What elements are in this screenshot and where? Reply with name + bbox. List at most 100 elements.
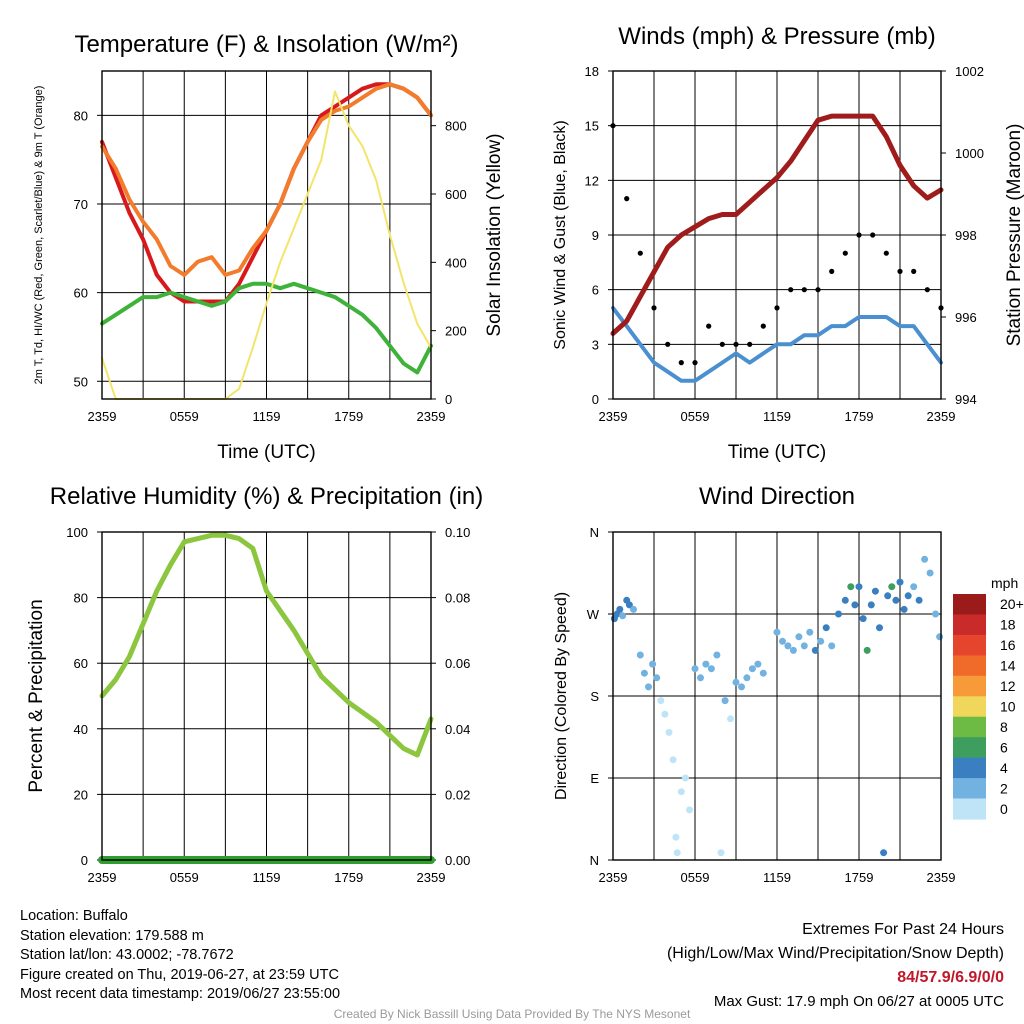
direction-point bbox=[806, 628, 814, 636]
colorbar-swatch bbox=[953, 594, 986, 616]
colorbar-label: 20+ bbox=[1000, 596, 1024, 612]
max-gust-label: Max Gust: 17.9 mph On 06/27 at 0005 UTC bbox=[713, 993, 1004, 1010]
y-tick-label: N bbox=[590, 853, 599, 868]
colorbar-label: 2 bbox=[1000, 780, 1008, 796]
y-tick-label: 100 bbox=[66, 525, 88, 540]
x-tick-label: 2359 bbox=[417, 409, 446, 424]
y-axis-label-left: 2m T, Td, HI/WC (Red, Green, Scarlet/Blu… bbox=[33, 86, 45, 385]
gust-point bbox=[733, 341, 739, 347]
elevation-label: Station elevation: 179.588 m bbox=[20, 927, 204, 944]
gust-point bbox=[706, 323, 712, 329]
direction-point bbox=[653, 674, 661, 682]
direction-point bbox=[841, 596, 849, 604]
direction-point bbox=[661, 710, 669, 718]
colorbar-label: 6 bbox=[1000, 739, 1008, 755]
direction-point bbox=[910, 583, 918, 591]
series-line-td bbox=[100, 281, 433, 375]
colorbar-swatch bbox=[953, 655, 986, 677]
direction-point bbox=[867, 601, 875, 609]
y2-tick-label: 0.02 bbox=[445, 787, 470, 802]
y-tick-label: 6 bbox=[592, 283, 599, 298]
x-tick-label: 1159 bbox=[763, 870, 791, 885]
location-label: Location: Buffalo bbox=[20, 908, 128, 924]
direction-point bbox=[789, 646, 797, 654]
gust-point bbox=[692, 360, 698, 366]
x-tick-label: 0559 bbox=[681, 409, 710, 424]
recent-data-label: Most recent data timestamp: 2019/06/27 2… bbox=[20, 986, 341, 1003]
panel-title: Winds (mph) & Pressure (mb) bbox=[618, 23, 935, 50]
gust-point bbox=[842, 250, 848, 256]
x-tick-label: 0559 bbox=[170, 870, 199, 885]
y-axis-label-left: Direction (Colored By Speed) bbox=[553, 592, 570, 800]
y-tick-label: E bbox=[590, 771, 599, 786]
direction-point bbox=[828, 642, 836, 650]
direction-point bbox=[717, 849, 725, 857]
colorbar-swatch bbox=[953, 614, 986, 636]
colorbar-label: 16 bbox=[1000, 637, 1016, 653]
x-tick-label: 1759 bbox=[334, 870, 363, 885]
y2-tick-label: 0.08 bbox=[445, 591, 470, 606]
gust-point bbox=[678, 360, 684, 366]
x-tick-label: 0559 bbox=[681, 870, 710, 885]
direction-point bbox=[630, 605, 637, 613]
direction-point bbox=[748, 665, 756, 673]
direction-point bbox=[871, 587, 879, 595]
y2-tick-label: 1000 bbox=[955, 146, 984, 161]
y-tick-label: 15 bbox=[585, 119, 599, 134]
y2-tick-label: 994 bbox=[955, 392, 977, 407]
direction-point bbox=[697, 674, 704, 682]
series-line-station-pressure bbox=[610, 113, 944, 336]
extremes-values: 84/57.9/6.9/0/0 bbox=[897, 969, 1004, 986]
direction-point bbox=[835, 610, 842, 618]
direction-point bbox=[915, 596, 923, 604]
y-tick-label: N bbox=[590, 525, 599, 540]
direction-point bbox=[754, 660, 762, 668]
gust-point bbox=[651, 305, 657, 311]
colorbar-label: 18 bbox=[1000, 617, 1016, 633]
x-tick-label: 2359 bbox=[927, 870, 956, 885]
y-tick-label: S bbox=[590, 689, 599, 704]
x-tick-label: 1759 bbox=[845, 870, 874, 885]
humidity-precipitation-panel: Relative Humidity (%) & Precipitation (i… bbox=[26, 483, 483, 885]
y-tick-label: 50 bbox=[74, 374, 88, 389]
direction-point bbox=[673, 849, 681, 857]
direction-point bbox=[884, 592, 892, 600]
y-tick-label: 80 bbox=[74, 108, 88, 123]
direction-point bbox=[904, 592, 912, 600]
gust-point bbox=[719, 341, 725, 347]
direction-point bbox=[649, 660, 657, 668]
direction-point bbox=[926, 569, 934, 577]
direction-point bbox=[779, 637, 786, 645]
y-tick-label: 60 bbox=[74, 286, 88, 301]
x-axis-label: Time (UTC) bbox=[728, 442, 827, 463]
plot-border bbox=[101, 531, 432, 861]
direction-point bbox=[784, 642, 792, 650]
direction-point bbox=[657, 697, 665, 705]
y2-tick-label: 998 bbox=[955, 228, 977, 243]
x-tick-label: 1159 bbox=[763, 409, 791, 424]
direction-point bbox=[686, 806, 693, 814]
direction-point bbox=[625, 601, 633, 609]
plot-border bbox=[612, 70, 942, 400]
y2-tick-label: 0.06 bbox=[445, 656, 470, 671]
direction-point bbox=[876, 624, 883, 632]
direction-point bbox=[936, 633, 944, 641]
y2-tick-label: 1002 bbox=[955, 64, 984, 79]
x-tick-label: 0559 bbox=[170, 409, 199, 424]
y-axis-label-left: Sonic Wind & Gust (Blue, Black) bbox=[552, 120, 569, 349]
gust-point bbox=[747, 341, 753, 347]
gust-point bbox=[870, 232, 876, 238]
colorbar-label: 0 bbox=[1000, 801, 1008, 817]
direction-point bbox=[616, 605, 624, 613]
direction-point bbox=[896, 578, 904, 586]
extremes-title: Extremes For Past 24 Hours bbox=[802, 921, 1004, 938]
colorbar-swatch bbox=[953, 675, 986, 697]
y-axis-label-right: Station Pressure (Maroon) bbox=[1004, 124, 1024, 347]
colorbar-label: 8 bbox=[1000, 719, 1008, 735]
gust-point bbox=[788, 287, 794, 293]
series-line-9m-t bbox=[100, 82, 433, 277]
y-tick-label: 40 bbox=[74, 722, 88, 737]
direction-point bbox=[851, 601, 859, 609]
extremes-subtitle: (High/Low/Max Wind/Precipitation/Snow De… bbox=[666, 945, 1004, 962]
